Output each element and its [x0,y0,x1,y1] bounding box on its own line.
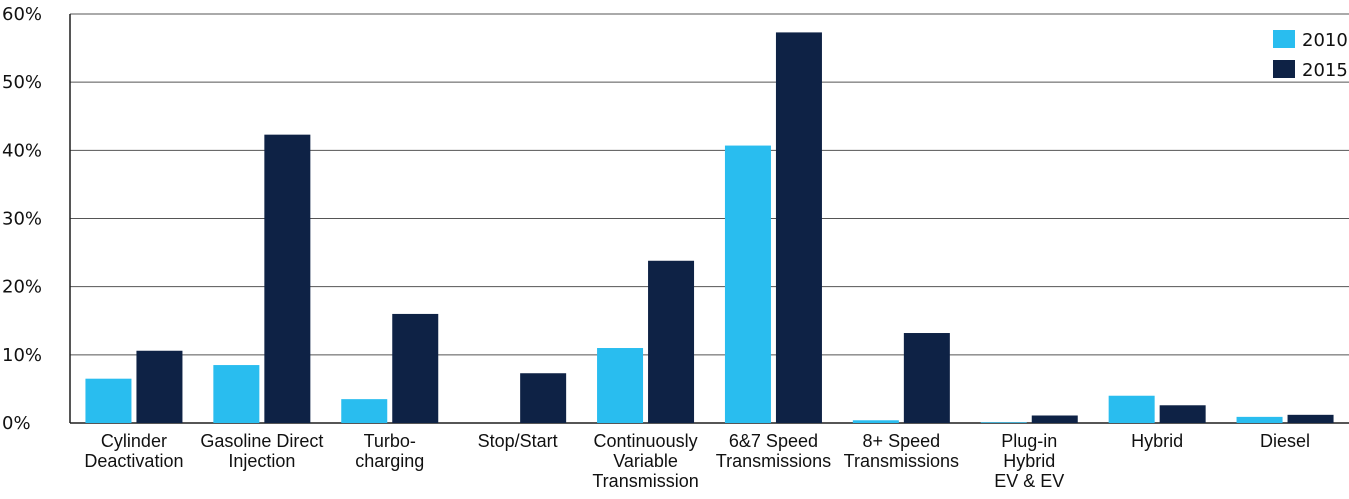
x-tick-label: Diesel [1260,431,1310,451]
bar-2010 [724,145,771,424]
bar-2010 [85,378,132,423]
bar-2015 [520,373,567,423]
x-tick-label: Stop/Start [478,431,558,451]
x-tick-label: Continuously Variable Transmission [592,431,698,491]
legend-label-2015: 2015 [1302,60,1348,81]
legend: 2010 2015 [1273,30,1348,81]
bar-2015 [136,350,183,423]
y-tick-label: 40% [2,140,42,161]
x-tick-label: Plug-in Hybrid EV & EV [994,431,1064,491]
x-tick-label: Turbo-charging [355,431,424,471]
bars [85,32,1334,424]
bar-2015 [392,313,439,423]
y-tick-label: 30% [2,209,42,230]
y-axis-ticks: 0% 10% 20% 30% 40% 50% 60% [2,4,42,434]
y-tick-label: 0% [2,413,31,434]
y-tick-label: 50% [2,72,42,93]
bar-2015 [1031,415,1078,423]
bar-2015 [775,32,822,423]
x-axis-labels: Cylinder Deactivation Gasoline Direct Injec… [84,431,1310,491]
bar-2010 [597,348,644,423]
x-tick-label: 8+ Speed Transmissions [844,431,959,471]
bar-2015 [903,333,950,423]
bar-2010 [341,399,388,423]
legend-swatch-2015 [1273,60,1295,78]
bar-2010 [1236,416,1283,423]
bar-2010 [213,365,260,423]
bar-2015 [264,134,311,423]
bar-2010 [1108,395,1155,423]
y-tick-label: 20% [2,277,42,298]
x-tick-label: Hybrid [1131,431,1183,451]
x-tick-label: Cylinder Deactivation [84,431,183,471]
bar-2015 [1287,414,1334,423]
bar-2010 [852,420,899,423]
bar-2015 [648,260,695,423]
legend-swatch-2010 [1273,30,1295,48]
bar-2010 [980,422,1027,423]
x-tick-label: 6&7 Speed Transmissions [716,431,831,471]
legend-label-2010: 2010 [1302,30,1348,51]
y-tick-label: 10% [2,345,42,366]
x-tick-label: Gasoline Direct Injection [200,431,323,471]
gridlines [69,13,1349,424]
bar-2015 [1159,405,1206,423]
y-tick-label: 60% [2,4,42,25]
